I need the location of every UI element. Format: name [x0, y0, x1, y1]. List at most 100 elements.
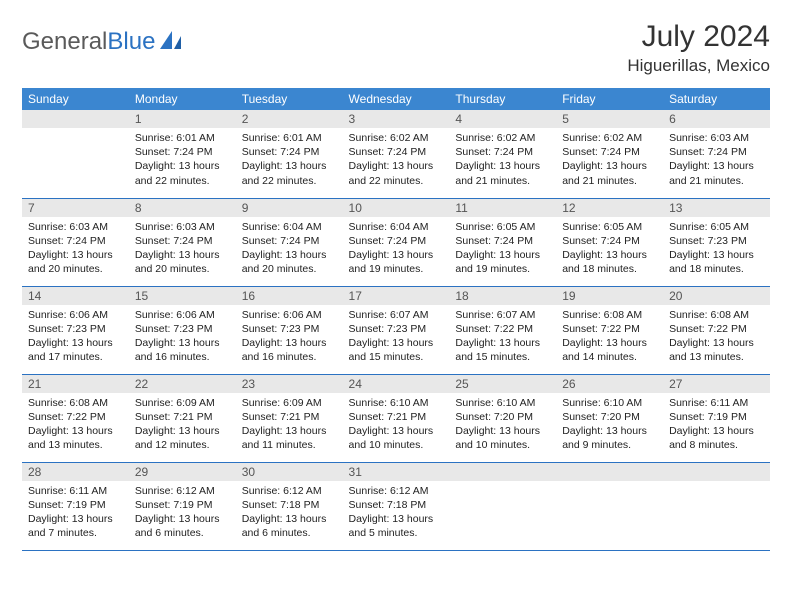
day-content: Sunrise: 6:10 AMSunset: 7:21 PMDaylight:… [343, 393, 450, 457]
day-header: Sunday [22, 88, 129, 110]
daylight-text: Daylight: 13 hours and 22 minutes. [349, 159, 444, 187]
day-content: Sunrise: 6:07 AMSunset: 7:23 PMDaylight:… [343, 305, 450, 369]
daylight-text: Daylight: 13 hours and 11 minutes. [242, 424, 337, 452]
calendar-week-row: 14Sunrise: 6:06 AMSunset: 7:23 PMDayligh… [22, 286, 770, 374]
logo-word2: Blue [107, 28, 155, 55]
day-number: 26 [556, 375, 663, 393]
day-number: 25 [449, 375, 556, 393]
calendar-day-cell: 1Sunrise: 6:01 AMSunset: 7:24 PMDaylight… [129, 110, 236, 198]
day-number: 22 [129, 375, 236, 393]
sunset-text: Sunset: 7:21 PM [242, 410, 337, 424]
sunrise-text: Sunrise: 6:12 AM [242, 484, 337, 498]
sunset-text: Sunset: 7:21 PM [135, 410, 230, 424]
day-content: Sunrise: 6:03 AMSunset: 7:24 PMDaylight:… [129, 217, 236, 281]
sunset-text: Sunset: 7:24 PM [455, 234, 550, 248]
sunrise-text: Sunrise: 6:06 AM [242, 308, 337, 322]
daylight-text: Daylight: 13 hours and 20 minutes. [28, 248, 123, 276]
day-content: Sunrise: 6:08 AMSunset: 7:22 PMDaylight:… [22, 393, 129, 457]
sunrise-text: Sunrise: 6:08 AM [669, 308, 764, 322]
daylight-text: Daylight: 13 hours and 18 minutes. [669, 248, 764, 276]
calendar-day-cell: 29Sunrise: 6:12 AMSunset: 7:19 PMDayligh… [129, 462, 236, 550]
calendar-day-cell: 14Sunrise: 6:06 AMSunset: 7:23 PMDayligh… [22, 286, 129, 374]
day-number: 18 [449, 287, 556, 305]
daylight-text: Daylight: 13 hours and 7 minutes. [28, 512, 123, 540]
sunrise-text: Sunrise: 6:09 AM [135, 396, 230, 410]
day-content: Sunrise: 6:09 AMSunset: 7:21 PMDaylight:… [236, 393, 343, 457]
daylight-text: Daylight: 13 hours and 9 minutes. [562, 424, 657, 452]
day-number: 5 [556, 110, 663, 128]
daylight-text: Daylight: 13 hours and 10 minutes. [349, 424, 444, 452]
day-number: 2 [236, 110, 343, 128]
day-number: 20 [663, 287, 770, 305]
calendar-day-cell: 31Sunrise: 6:12 AMSunset: 7:18 PMDayligh… [343, 462, 450, 550]
sunset-text: Sunset: 7:24 PM [562, 145, 657, 159]
daylight-text: Daylight: 13 hours and 6 minutes. [135, 512, 230, 540]
calendar-day-cell: 4Sunrise: 6:02 AMSunset: 7:24 PMDaylight… [449, 110, 556, 198]
day-number: 10 [343, 199, 450, 217]
sunset-text: Sunset: 7:24 PM [455, 145, 550, 159]
day-content: Sunrise: 6:08 AMSunset: 7:22 PMDaylight:… [663, 305, 770, 369]
daylight-text: Daylight: 13 hours and 22 minutes. [135, 159, 230, 187]
calendar-day-cell [663, 462, 770, 550]
day-number: 9 [236, 199, 343, 217]
calendar-day-cell: 25Sunrise: 6:10 AMSunset: 7:20 PMDayligh… [449, 374, 556, 462]
sunset-text: Sunset: 7:20 PM [562, 410, 657, 424]
daylight-text: Daylight: 13 hours and 21 minutes. [455, 159, 550, 187]
calendar-day-cell: 5Sunrise: 6:02 AMSunset: 7:24 PMDaylight… [556, 110, 663, 198]
day-number: 15 [129, 287, 236, 305]
sunset-text: Sunset: 7:19 PM [28, 498, 123, 512]
calendar-day-cell: 19Sunrise: 6:08 AMSunset: 7:22 PMDayligh… [556, 286, 663, 374]
sunrise-text: Sunrise: 6:11 AM [28, 484, 123, 498]
calendar-day-cell: 24Sunrise: 6:10 AMSunset: 7:21 PMDayligh… [343, 374, 450, 462]
daylight-text: Daylight: 13 hours and 16 minutes. [135, 336, 230, 364]
sunset-text: Sunset: 7:24 PM [28, 234, 123, 248]
daylight-text: Daylight: 13 hours and 16 minutes. [242, 336, 337, 364]
daylight-text: Daylight: 13 hours and 15 minutes. [349, 336, 444, 364]
sunset-text: Sunset: 7:23 PM [28, 322, 123, 336]
day-content: Sunrise: 6:11 AMSunset: 7:19 PMDaylight:… [663, 393, 770, 457]
calendar-day-cell: 13Sunrise: 6:05 AMSunset: 7:23 PMDayligh… [663, 198, 770, 286]
daylight-text: Daylight: 13 hours and 20 minutes. [242, 248, 337, 276]
sunset-text: Sunset: 7:22 PM [562, 322, 657, 336]
sunrise-text: Sunrise: 6:11 AM [669, 396, 764, 410]
day-content: Sunrise: 6:09 AMSunset: 7:21 PMDaylight:… [129, 393, 236, 457]
page-title: July 2024 [627, 20, 770, 54]
day-number: 28 [22, 463, 129, 481]
sunrise-text: Sunrise: 6:05 AM [669, 220, 764, 234]
day-number: 23 [236, 375, 343, 393]
calendar-day-cell: 12Sunrise: 6:05 AMSunset: 7:24 PMDayligh… [556, 198, 663, 286]
sunset-text: Sunset: 7:19 PM [135, 498, 230, 512]
calendar-day-cell: 16Sunrise: 6:06 AMSunset: 7:23 PMDayligh… [236, 286, 343, 374]
calendar-week-row: 28Sunrise: 6:11 AMSunset: 7:19 PMDayligh… [22, 462, 770, 550]
sunset-text: Sunset: 7:18 PM [242, 498, 337, 512]
calendar-day-cell: 28 Sunrise: 6:11 AMSunset: 7:19 PMDayligh… [22, 462, 129, 550]
calendar-day-cell: 8Sunrise: 6:03 AMSunset: 7:24 PMDaylight… [129, 198, 236, 286]
sunrise-text: Sunrise: 6:01 AM [242, 131, 337, 145]
sunrise-text: Sunrise: 6:04 AM [242, 220, 337, 234]
calendar-table: Sunday Monday Tuesday Wednesday Thursday… [22, 88, 770, 551]
sunrise-text: Sunrise: 6:08 AM [562, 308, 657, 322]
sunrise-text: Sunrise: 6:06 AM [28, 308, 123, 322]
sunset-text: Sunset: 7:24 PM [135, 145, 230, 159]
sunrise-text: Sunrise: 6:07 AM [455, 308, 550, 322]
day-content: Sunrise: 6:03 AMSunset: 7:24 PMDaylight:… [663, 128, 770, 192]
calendar-week-row: 7Sunrise: 6:03 AMSunset: 7:24 PMDaylight… [22, 198, 770, 286]
title-block: July 2024 Higuerillas, Mexico [627, 20, 770, 76]
day-number: 3 [343, 110, 450, 128]
day-content: Sunrise: 6:07 AMSunset: 7:22 PMDaylight:… [449, 305, 556, 369]
daylight-text: Daylight: 13 hours and 22 minutes. [242, 159, 337, 187]
day-content: Sunrise: 6:12 AMSunset: 7:18 PMDaylight:… [343, 481, 450, 545]
daylight-text: Daylight: 13 hours and 18 minutes. [562, 248, 657, 276]
day-number: 14 [22, 287, 129, 305]
day-content: Sunrise: 6:04 AMSunset: 7:24 PMDaylight:… [236, 217, 343, 281]
day-content: Sunrise: 6:06 AMSunset: 7:23 PMDaylight:… [236, 305, 343, 369]
sunset-text: Sunset: 7:19 PM [669, 410, 764, 424]
day-number: 7 [22, 199, 129, 217]
sunrise-text: Sunrise: 6:04 AM [349, 220, 444, 234]
daylight-text: Daylight: 13 hours and 20 minutes. [135, 248, 230, 276]
calendar-day-cell: 20Sunrise: 6:08 AMSunset: 7:22 PMDayligh… [663, 286, 770, 374]
day-content: Sunrise: 6:04 AMSunset: 7:24 PMDaylight:… [343, 217, 450, 281]
daylight-text: Daylight: 13 hours and 12 minutes. [135, 424, 230, 452]
sunrise-text: Sunrise: 6:03 AM [28, 220, 123, 234]
sunset-text: Sunset: 7:24 PM [135, 234, 230, 248]
